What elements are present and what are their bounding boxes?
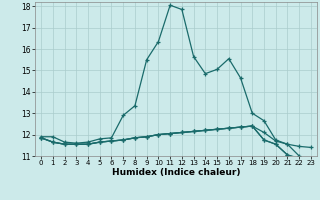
X-axis label: Humidex (Indice chaleur): Humidex (Indice chaleur) <box>112 168 240 177</box>
